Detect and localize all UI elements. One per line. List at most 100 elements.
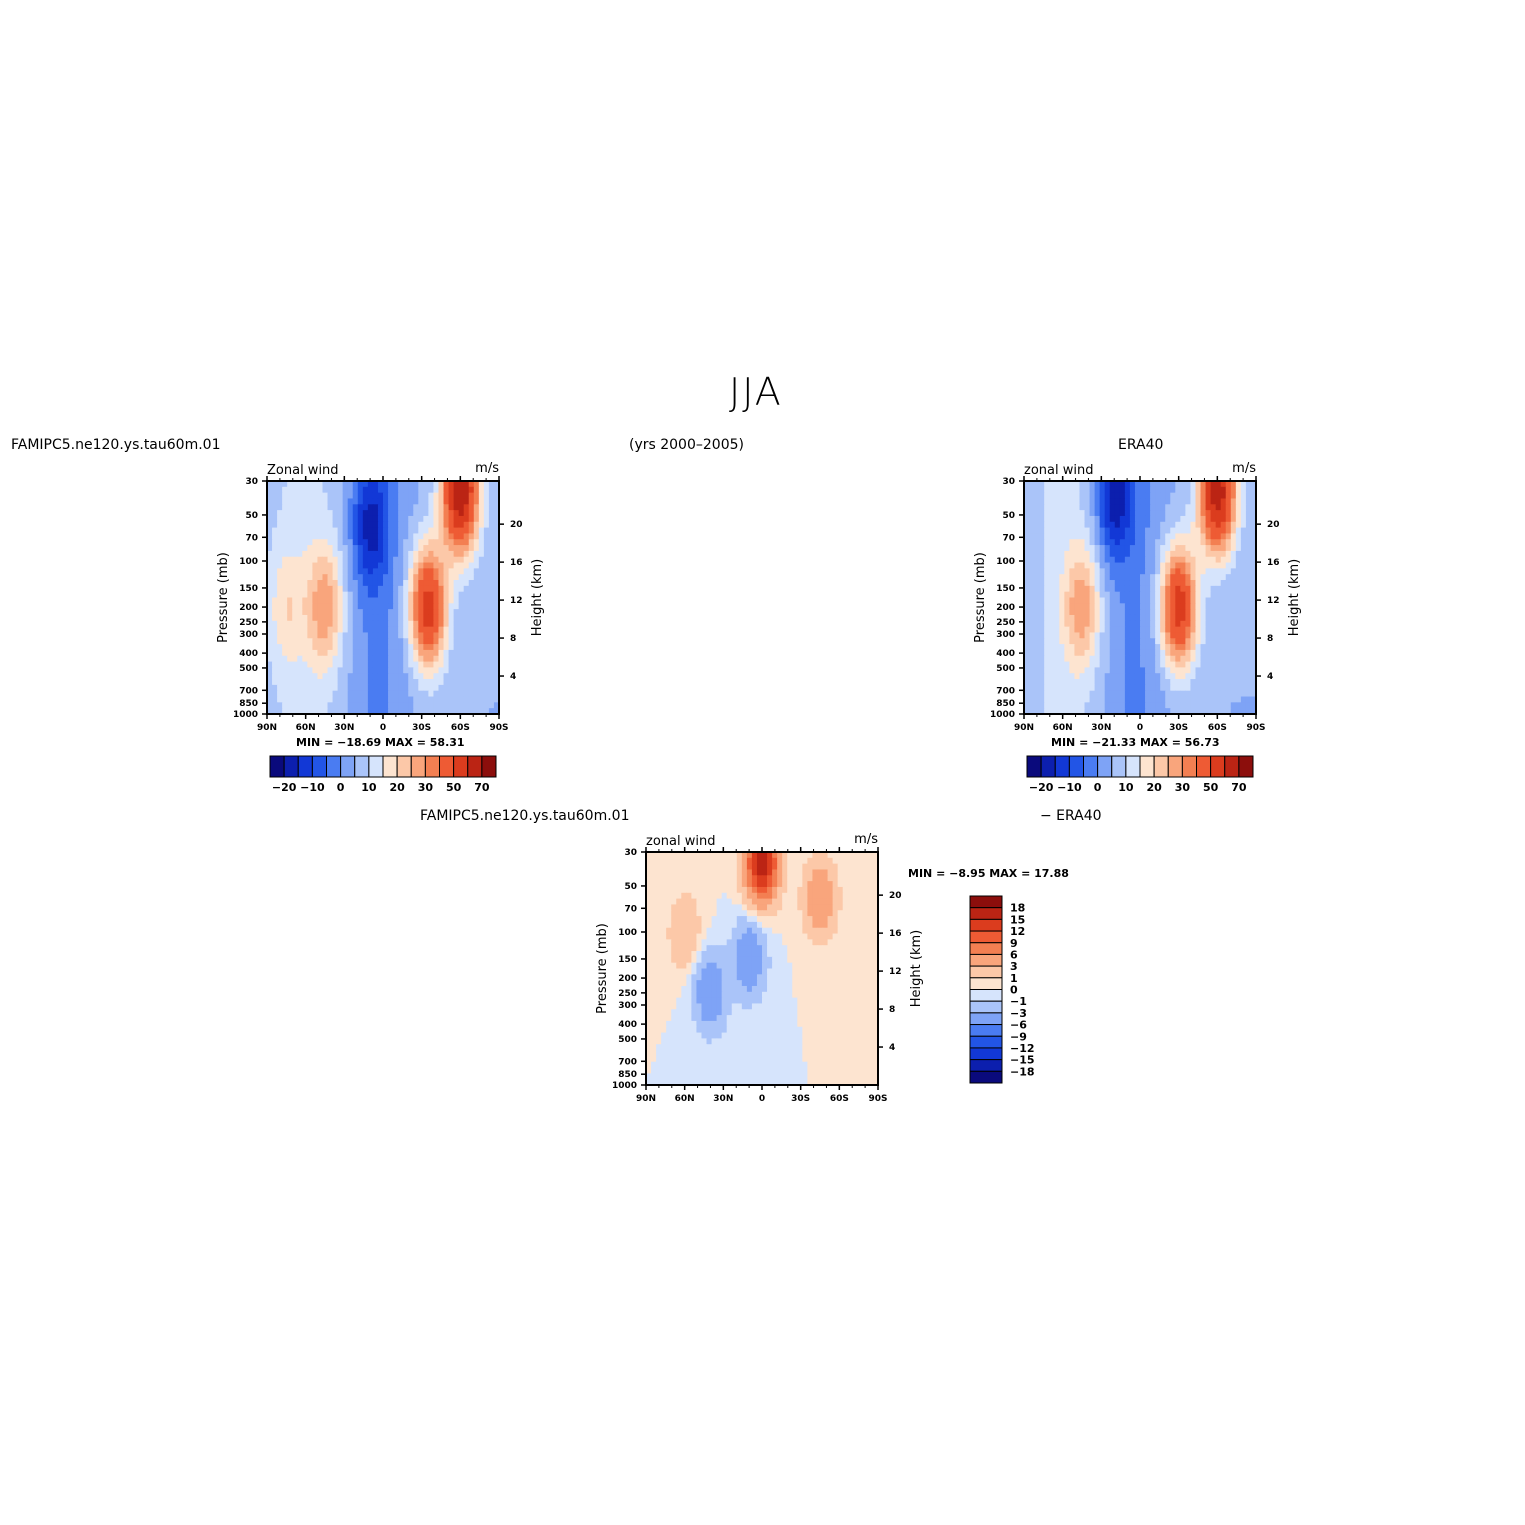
contour-cell (372, 603, 379, 610)
contour-cell (1200, 708, 1207, 715)
contour-cell (357, 568, 364, 575)
contour-cell (1064, 679, 1070, 686)
contour-cell (857, 968, 864, 975)
contour-cell (297, 521, 303, 529)
contour-cell (1190, 527, 1197, 535)
contour-cell (1104, 486, 1111, 494)
contour-cell (478, 679, 485, 686)
contour-cell (267, 655, 273, 663)
contour-cell (483, 684, 490, 692)
contour-cell (1190, 632, 1197, 639)
contour-cell (741, 910, 748, 917)
contour-cell (473, 649, 480, 657)
contour-cell (287, 533, 293, 540)
contour-cell (721, 898, 728, 906)
contour-cell (852, 852, 859, 859)
contour-cell (1240, 684, 1247, 692)
contour-cell (1109, 481, 1116, 488)
contour-cell (751, 857, 758, 865)
contour-cell (867, 904, 874, 911)
contour-cell (1215, 708, 1222, 715)
contour-cell (1109, 620, 1116, 628)
contour-cell (418, 702, 424, 709)
contour-cell (1044, 481, 1050, 488)
contour-cell (1064, 684, 1070, 692)
contour-cell (847, 980, 854, 987)
contour-cell (468, 603, 475, 610)
contour-cell (832, 927, 839, 935)
contour-cell (463, 626, 470, 634)
contour-cell (1114, 539, 1121, 546)
contour-cell (398, 597, 404, 604)
contour-cell (1074, 708, 1081, 715)
contour-cell (857, 927, 864, 935)
contour-cell (362, 486, 369, 494)
contour-cell (1079, 510, 1086, 517)
contour-cell (1094, 585, 1101, 593)
contour-cell (483, 673, 490, 680)
contour-cell (438, 504, 445, 511)
contour-cell (1145, 591, 1151, 599)
contour-cell (463, 684, 470, 692)
contour-cell (388, 580, 394, 587)
contour-cell (1220, 481, 1227, 488)
contour-cell (1054, 492, 1060, 500)
contour-cell (1170, 545, 1176, 552)
contour-cell (1180, 545, 1186, 552)
contour-cell (322, 504, 329, 511)
contour-cell (721, 852, 728, 859)
contour-cell (403, 708, 409, 715)
contour-cell (388, 603, 394, 610)
contour-cell (716, 904, 723, 911)
contour-cell (1059, 696, 1065, 703)
contour-cell (1064, 562, 1070, 569)
contour-cell (337, 539, 344, 546)
contour-cell (342, 655, 349, 663)
contour-cell (352, 585, 359, 593)
contour-cell (1069, 684, 1076, 692)
contour-cell (1165, 649, 1171, 657)
contour-cell (837, 904, 844, 911)
contour-cell (666, 857, 672, 865)
contour-cell (1099, 527, 1106, 535)
contour-cell (1210, 481, 1217, 488)
contour-cell (1059, 580, 1065, 587)
contour-cell (1180, 690, 1186, 698)
contour-cell (1104, 702, 1111, 709)
contour-cell (408, 614, 414, 622)
contour-cell (312, 556, 319, 564)
contour-cell (267, 638, 273, 645)
contour-cell (1165, 690, 1171, 698)
contour-cell (438, 510, 445, 517)
contour-cell (1129, 626, 1136, 634)
contour-cell (772, 939, 778, 946)
contour-cell (398, 684, 404, 692)
contour-cell (661, 857, 667, 865)
contour-cell (418, 667, 424, 674)
contour-cell (1044, 556, 1050, 564)
contour-cell (1180, 556, 1186, 564)
contour-cell (1034, 661, 1040, 668)
contour-cell (302, 626, 308, 634)
contour-cell (438, 492, 445, 500)
contour-cell (488, 620, 495, 628)
contour-cell (357, 696, 364, 703)
contour-cell (1225, 521, 1232, 529)
contour-cell (756, 974, 763, 981)
contour-cell (1024, 614, 1030, 622)
contour-cell (1235, 533, 1242, 540)
contour-cell (377, 574, 384, 581)
contour-cell (651, 951, 657, 958)
contour-cell (1170, 655, 1176, 663)
y-tick-label: 100 (239, 557, 258, 567)
contour-cell (1104, 585, 1111, 593)
contour-cell (1185, 591, 1192, 599)
contour-cell (1250, 481, 1257, 488)
contour-cell (812, 933, 819, 940)
contour-cell (493, 702, 500, 709)
contour-cell (1180, 655, 1186, 663)
contour-cell (1145, 667, 1151, 674)
contour-cell (342, 515, 349, 523)
contour-cell (377, 632, 384, 639)
contour-cell (307, 644, 313, 651)
